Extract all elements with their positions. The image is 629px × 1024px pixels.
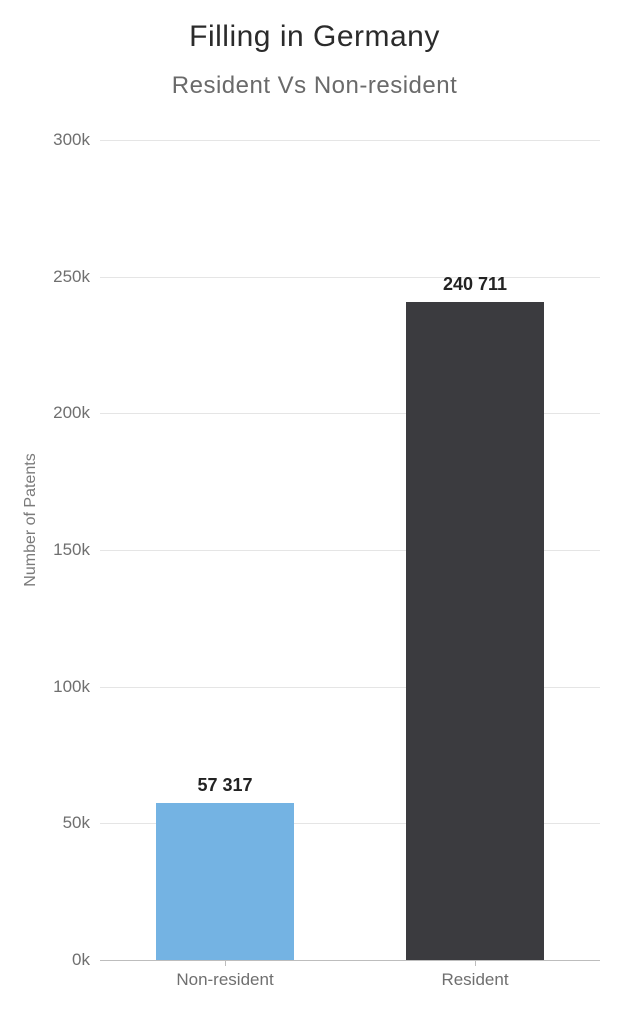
bar-value-label: 57 317 xyxy=(197,775,252,796)
y-axis-label: Number of Patents xyxy=(22,453,40,586)
x-tick-label: Non-resident xyxy=(176,970,273,990)
bar-resident xyxy=(406,302,544,960)
y-tick-label: 300k xyxy=(10,130,90,150)
chart-title: Filling in Germany xyxy=(0,0,629,54)
grid-line xyxy=(100,140,600,141)
y-tick-label: 50k xyxy=(10,813,90,833)
chart-subtitle: Resident Vs Non-resident xyxy=(0,54,629,100)
y-tick-label: 100k xyxy=(10,677,90,697)
bar-non-resident xyxy=(156,803,294,960)
y-tick-label: 0k xyxy=(10,950,90,970)
x-tick-mark xyxy=(475,960,476,966)
x-axis-line xyxy=(100,960,600,961)
x-tick-mark xyxy=(225,960,226,966)
chart-container: Filling in Germany Resident Vs Non-resid… xyxy=(0,0,629,1024)
plot-area: 0k50k100k150k200k250k300k57 317Non-resid… xyxy=(100,140,600,960)
y-tick-label: 200k xyxy=(10,403,90,423)
grid-line xyxy=(100,277,600,278)
x-tick-label: Resident xyxy=(441,970,508,990)
bar-value-label: 240 711 xyxy=(443,274,507,295)
y-tick-label: 250k xyxy=(10,267,90,287)
y-tick-label: 150k xyxy=(10,540,90,560)
